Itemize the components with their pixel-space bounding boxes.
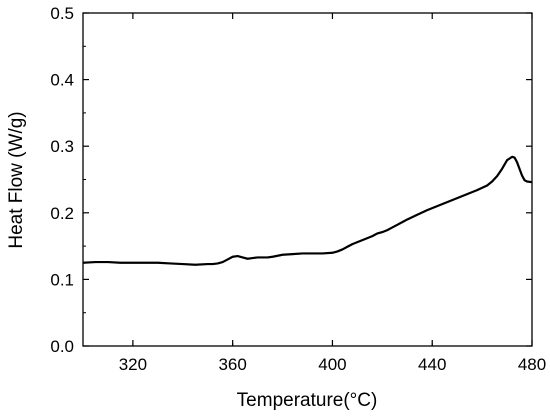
y-tick-label: 0.1: [50, 270, 74, 289]
x-tick-label: 360: [218, 355, 246, 374]
y-tick-label: 0.4: [50, 71, 74, 90]
x-tick-label: 440: [418, 355, 446, 374]
y-tick-label: 0.2: [50, 204, 74, 223]
plot-frame: [82, 12, 533, 347]
y-axis-title: Heat Flow (W/g): [6, 111, 27, 248]
y-tick-label: 0.5: [50, 4, 74, 23]
x-axis-title: Temperature(°C): [237, 390, 378, 411]
x-tick-label: 480: [518, 355, 546, 374]
series-group: [82, 155, 533, 266]
x-axis-ticks: 320 360 400 440 480: [119, 13, 546, 374]
series-line: [82, 155, 533, 266]
y-tick-label: 0.0: [50, 337, 74, 356]
y-axis-ticks: 0.0 0.1 0.2 0.3 0.4 0.5: [50, 4, 532, 356]
x-tick-label: 320: [119, 355, 147, 374]
x-tick-label: 400: [318, 355, 346, 374]
y-tick-label: 0.3: [50, 137, 74, 156]
